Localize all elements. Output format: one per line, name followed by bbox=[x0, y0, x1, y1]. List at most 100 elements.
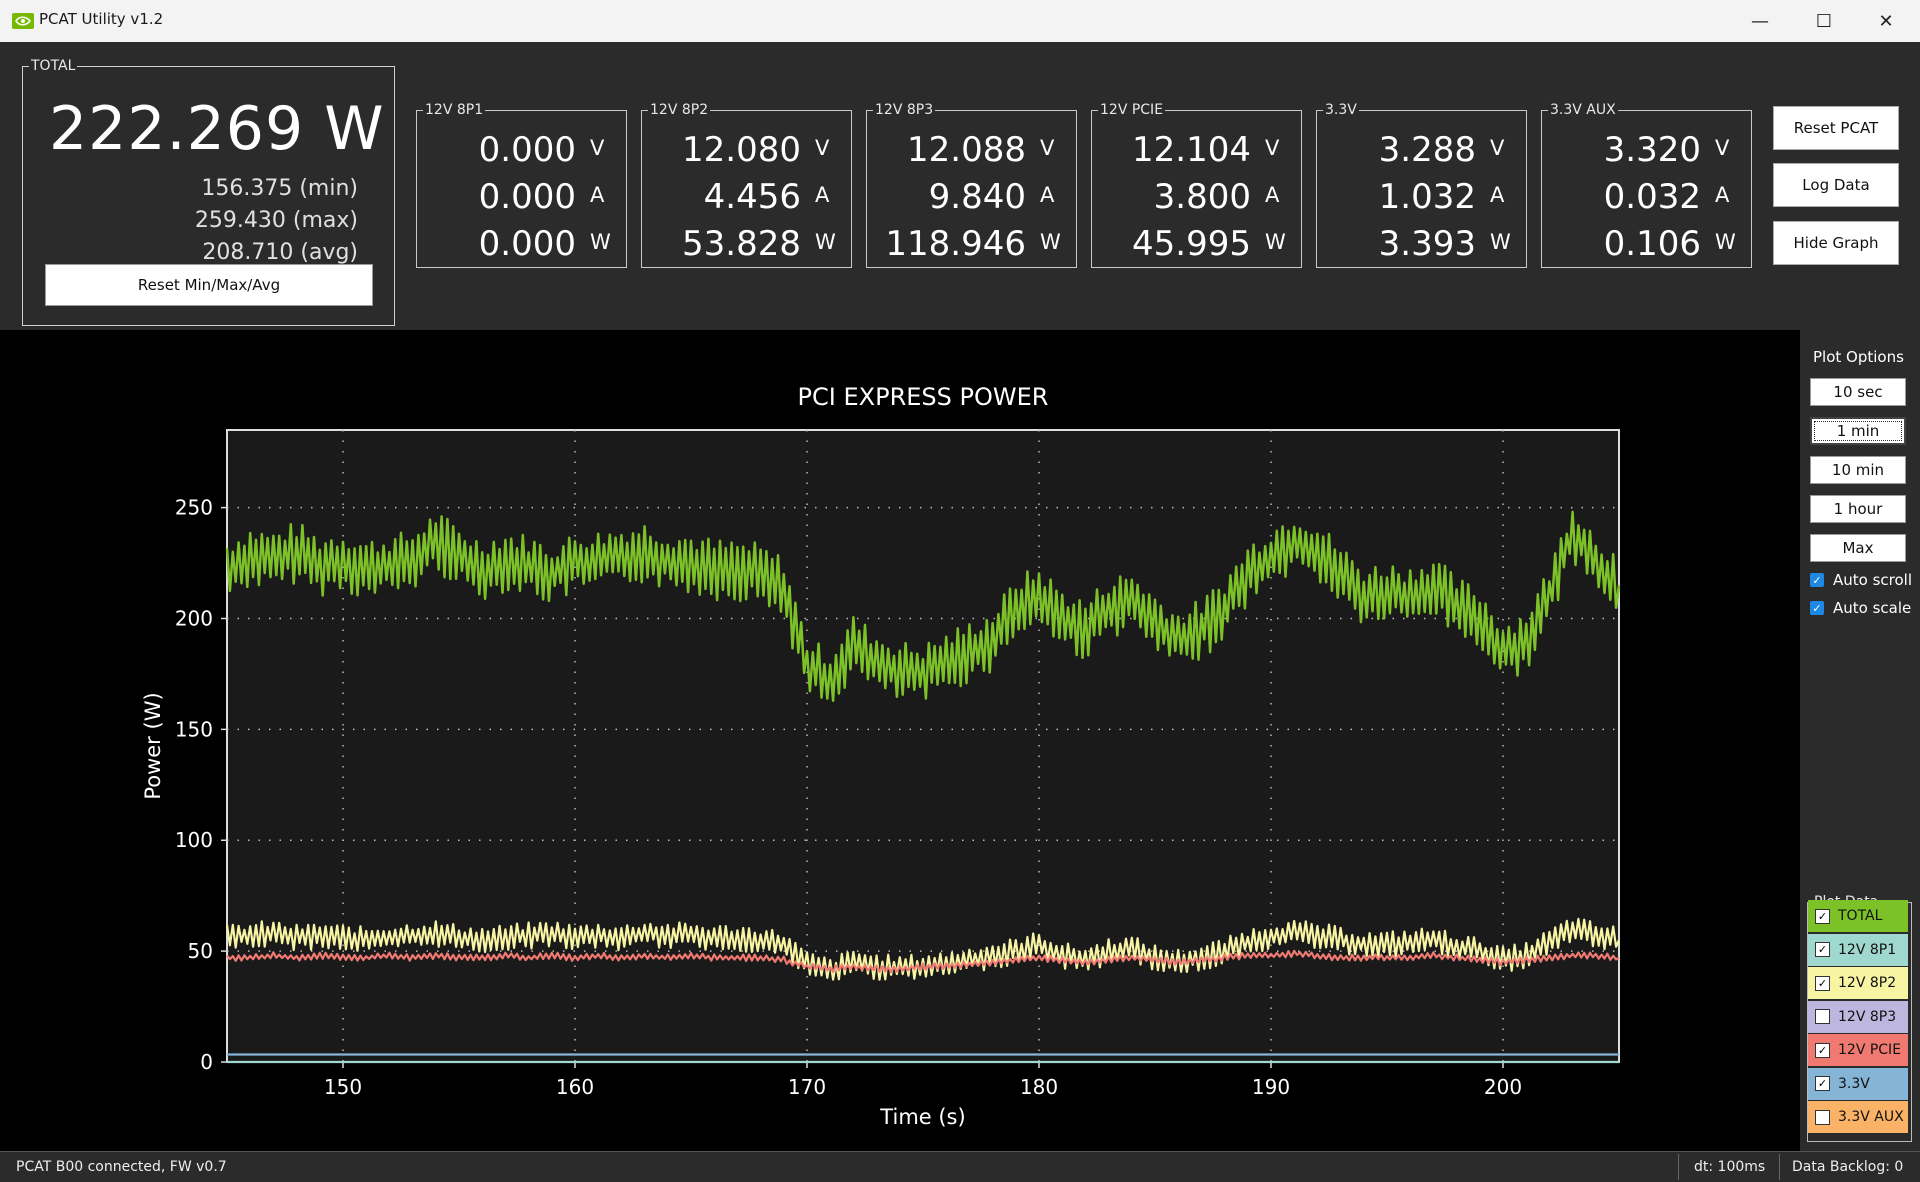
rail-a-row: 0.032 A bbox=[1542, 177, 1751, 223]
x-tick-label: 190 bbox=[1252, 1075, 1290, 1099]
auto-scroll-checkbox[interactable]: ✓ Auto scroll bbox=[1810, 571, 1912, 589]
rail-w-unit: W bbox=[1040, 230, 1061, 254]
status-bar: PCAT B00 connected, FW v0.7 dt: 100ms Da… bbox=[0, 1151, 1920, 1182]
maximize-button[interactable]: ☐ bbox=[1794, 0, 1854, 42]
rail-name: 3.3V bbox=[1325, 102, 1357, 118]
plot-data-checkbox[interactable]: ✓ bbox=[1815, 1076, 1830, 1091]
series-line bbox=[225, 917, 1621, 981]
plot-data-item[interactable]: ✓ 12V PCIE bbox=[1808, 1034, 1908, 1066]
plot-data-item[interactable]: 12V 8P3 bbox=[1808, 1000, 1908, 1033]
rail-a-unit: A bbox=[1040, 183, 1055, 207]
plot-data-label: 3.3V AUX bbox=[1838, 1109, 1904, 1125]
plot-data-checkbox[interactable]: ✓ bbox=[1815, 975, 1830, 991]
plot-data-item[interactable]: 3.3V AUX bbox=[1808, 1101, 1908, 1133]
range-button[interactable]: 10 min bbox=[1810, 456, 1906, 484]
y-tick-label: 0 bbox=[200, 1050, 213, 1074]
minimize-button[interactable]: — bbox=[1730, 0, 1790, 42]
reset-pcat-button[interactable]: Reset PCAT bbox=[1773, 106, 1899, 150]
rail-w-unit: W bbox=[1265, 230, 1286, 254]
plot-data-item[interactable]: ✓ TOTAL bbox=[1808, 900, 1908, 932]
rail-v-row: 12.104 V bbox=[1092, 130, 1301, 176]
plot-data-checkbox[interactable] bbox=[1815, 1009, 1830, 1024]
rail-w-row: 53.828 W bbox=[642, 224, 851, 270]
close-icon: ✕ bbox=[1878, 10, 1894, 32]
rail-group: 3.3V 3.288 V 1.032 A 3.393 W bbox=[1316, 102, 1527, 268]
plot-data-label: TOTAL bbox=[1838, 908, 1883, 924]
rail-a-row: 3.800 A bbox=[1092, 177, 1301, 223]
rail-a-value: 3.800 bbox=[1153, 177, 1251, 217]
status-separator bbox=[1678, 1154, 1679, 1180]
rail-a-unit: A bbox=[1715, 183, 1730, 207]
y-axis-label: Power (W) bbox=[141, 692, 165, 799]
rail-w-unit: W bbox=[1490, 230, 1511, 254]
rail-v-unit: V bbox=[590, 136, 605, 160]
maximize-icon: ☐ bbox=[1815, 10, 1833, 32]
plot-data-label: 12V 8P1 bbox=[1838, 941, 1897, 958]
rail-a-row: 1.032 A bbox=[1317, 177, 1526, 223]
power-chart: 150 160 170 180 190 200 0 50 100 150 200 250 PCI EXP… bbox=[141, 383, 1621, 1129]
reset-min-max-avg-button[interactable]: Reset Min/Max/Avg bbox=[45, 264, 373, 306]
rail-name: 3.3V AUX bbox=[1550, 102, 1616, 118]
log-data-button[interactable]: Log Data bbox=[1773, 163, 1899, 207]
y-tick-label: 100 bbox=[175, 828, 213, 852]
plot-data-checkbox[interactable]: ✓ bbox=[1815, 942, 1830, 957]
total-avg: 208.710 (avg) bbox=[202, 240, 358, 265]
total-power-value: 222.269 W bbox=[49, 94, 385, 164]
plot-data-item[interactable]: ✓ 12V 8P2 bbox=[1808, 967, 1908, 999]
plot-data-label: 12V 8P2 bbox=[1838, 975, 1897, 991]
rail-group: 12V 8P1 0.000 V 0.000 A 0.000 W bbox=[416, 102, 627, 268]
rail-v-value: 3.288 bbox=[1378, 130, 1476, 170]
rail-w-value: 0.106 bbox=[1603, 224, 1701, 264]
range-button[interactable]: 1 min bbox=[1810, 417, 1906, 445]
rail-w-value: 0.000 bbox=[478, 224, 576, 264]
auto-scale-checkbox[interactable]: ✓ Auto scale bbox=[1810, 599, 1911, 617]
total-max: 259.430 (max) bbox=[194, 208, 358, 233]
plot-data-item[interactable]: ✓ 12V 8P1 bbox=[1808, 933, 1908, 966]
rail-v-unit: V bbox=[1040, 136, 1055, 160]
rail-w-value: 3.393 bbox=[1378, 224, 1476, 264]
app-logo-icon bbox=[12, 13, 34, 29]
plot-data-label: 12V PCIE bbox=[1838, 1042, 1902, 1058]
rail-w-unit: W bbox=[1715, 230, 1736, 254]
readout-panel: TOTAL 222.269 W 156.375 (min) 259.430 (m… bbox=[0, 42, 1920, 330]
plot-data-checkbox[interactable]: ✓ bbox=[1815, 908, 1830, 924]
rail-w-row: 45.995 W bbox=[1092, 224, 1301, 270]
rail-a-value: 0.032 bbox=[1603, 177, 1701, 217]
minimize-icon: — bbox=[1751, 10, 1769, 32]
hide-graph-button[interactable]: Hide Graph bbox=[1773, 221, 1899, 265]
auto-scroll-label: Auto scroll bbox=[1833, 571, 1913, 589]
rail-w-unit: W bbox=[815, 230, 836, 254]
rail-a-unit: A bbox=[1490, 183, 1505, 207]
check-icon: ✓ bbox=[1810, 573, 1824, 587]
rail-w-row: 0.106 W bbox=[1542, 224, 1751, 270]
close-button[interactable]: ✕ bbox=[1856, 0, 1916, 42]
y-tick-label: 150 bbox=[175, 717, 213, 741]
rail-w-unit: W bbox=[590, 230, 611, 254]
range-button[interactable]: 1 hour bbox=[1810, 495, 1906, 523]
rail-group: 12V 8P3 12.088 V 9.840 A 118.946 W bbox=[866, 102, 1077, 268]
plot-data-checkbox[interactable]: ✓ bbox=[1815, 1042, 1830, 1058]
rail-group: 12V PCIE 12.104 V 3.800 A 45.995 W bbox=[1091, 102, 1302, 268]
auto-scale-label: Auto scale bbox=[1833, 599, 1912, 617]
total-min: 156.375 (min) bbox=[201, 176, 358, 201]
rail-a-unit: A bbox=[1265, 183, 1280, 207]
range-button[interactable]: Max bbox=[1810, 534, 1906, 562]
rail-a-unit: A bbox=[815, 183, 830, 207]
plot-data-checkbox[interactable] bbox=[1815, 1109, 1830, 1125]
rail-a-value: 4.456 bbox=[703, 177, 801, 217]
rail-a-row: 9.840 A bbox=[867, 177, 1076, 223]
plot-data-label: 3.3V bbox=[1838, 1075, 1870, 1092]
rail-v-unit: V bbox=[1715, 136, 1730, 160]
x-tick-label: 200 bbox=[1484, 1075, 1522, 1099]
series-line bbox=[225, 510, 1621, 703]
backlog-status: Data Backlog: 0 bbox=[1792, 1159, 1904, 1175]
rail-w-row: 0.000 W bbox=[417, 224, 626, 270]
x-tick-label: 180 bbox=[1020, 1075, 1058, 1099]
total-group: TOTAL 222.269 W 156.375 (min) 259.430 (m… bbox=[22, 58, 395, 326]
y-tick-label: 200 bbox=[175, 606, 213, 630]
range-button[interactable]: 10 sec bbox=[1810, 378, 1906, 406]
plot-data-item[interactable]: ✓ 3.3V bbox=[1808, 1067, 1908, 1100]
rail-v-value: 12.104 bbox=[1132, 130, 1251, 170]
rail-w-value: 45.995 bbox=[1132, 224, 1251, 264]
rail-name: 12V PCIE bbox=[1100, 102, 1164, 118]
